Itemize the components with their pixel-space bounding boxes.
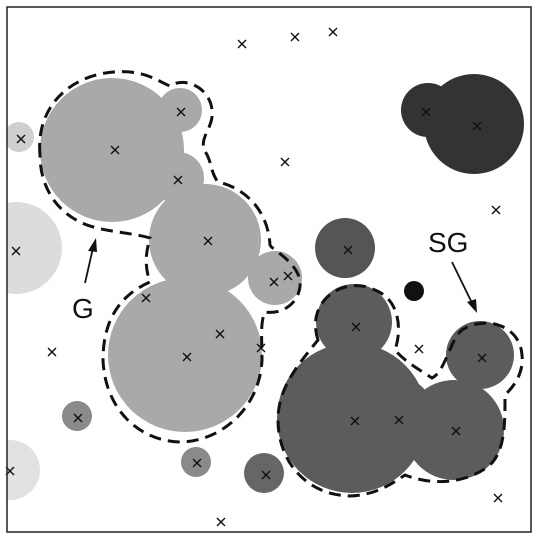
cross-marker xyxy=(47,347,57,357)
arrow-g xyxy=(84,238,97,284)
cross-marker xyxy=(283,271,293,281)
dashed-outline-g xyxy=(38,70,302,444)
cross-marker xyxy=(261,470,271,480)
cross-marker xyxy=(16,134,26,144)
cross-marker xyxy=(350,416,360,426)
cross-marker xyxy=(256,343,266,353)
cross-marker xyxy=(176,107,186,117)
cross-marker xyxy=(73,413,83,423)
cluster-darkest xyxy=(401,74,524,174)
arrow-sg xyxy=(451,261,477,313)
cross-marker xyxy=(216,517,226,527)
cross-marker xyxy=(290,32,300,42)
dark-circle-single xyxy=(315,218,375,278)
cross-marker xyxy=(472,121,482,131)
label-g: G xyxy=(72,293,94,324)
diagram-frame xyxy=(6,6,532,533)
light-circle-left xyxy=(7,202,62,294)
cross-marker xyxy=(11,246,21,256)
dashed-outline-sg xyxy=(276,284,524,498)
cross-marker xyxy=(182,352,192,362)
cross-marker xyxy=(351,322,361,332)
cross-marker xyxy=(280,157,290,167)
light-circle-small xyxy=(7,122,34,152)
cluster-g xyxy=(40,78,302,432)
cross-marker xyxy=(394,415,404,425)
cross-marker xyxy=(237,39,247,49)
cross-marker xyxy=(192,458,202,468)
cross-marker xyxy=(141,293,151,303)
cross-marker xyxy=(421,107,431,117)
cross-marker xyxy=(173,175,183,185)
cross-marker xyxy=(414,344,424,354)
cluster-sg xyxy=(277,284,514,493)
cross-marker xyxy=(477,353,487,363)
cross-marker xyxy=(491,205,501,215)
cross-marker xyxy=(343,245,353,255)
light-circle-bottom-left xyxy=(7,440,40,500)
point-markers xyxy=(5,27,503,527)
cross-marker xyxy=(203,236,213,246)
label-sg: SG xyxy=(428,227,468,258)
cross-marker xyxy=(215,329,225,339)
cross-marker xyxy=(269,277,279,287)
black-dot xyxy=(404,281,424,301)
cross-marker xyxy=(451,426,461,436)
cross-marker xyxy=(110,145,120,155)
small-gray-circle-1 xyxy=(62,401,92,431)
cross-marker xyxy=(493,493,503,503)
cross-marker xyxy=(328,27,338,37)
